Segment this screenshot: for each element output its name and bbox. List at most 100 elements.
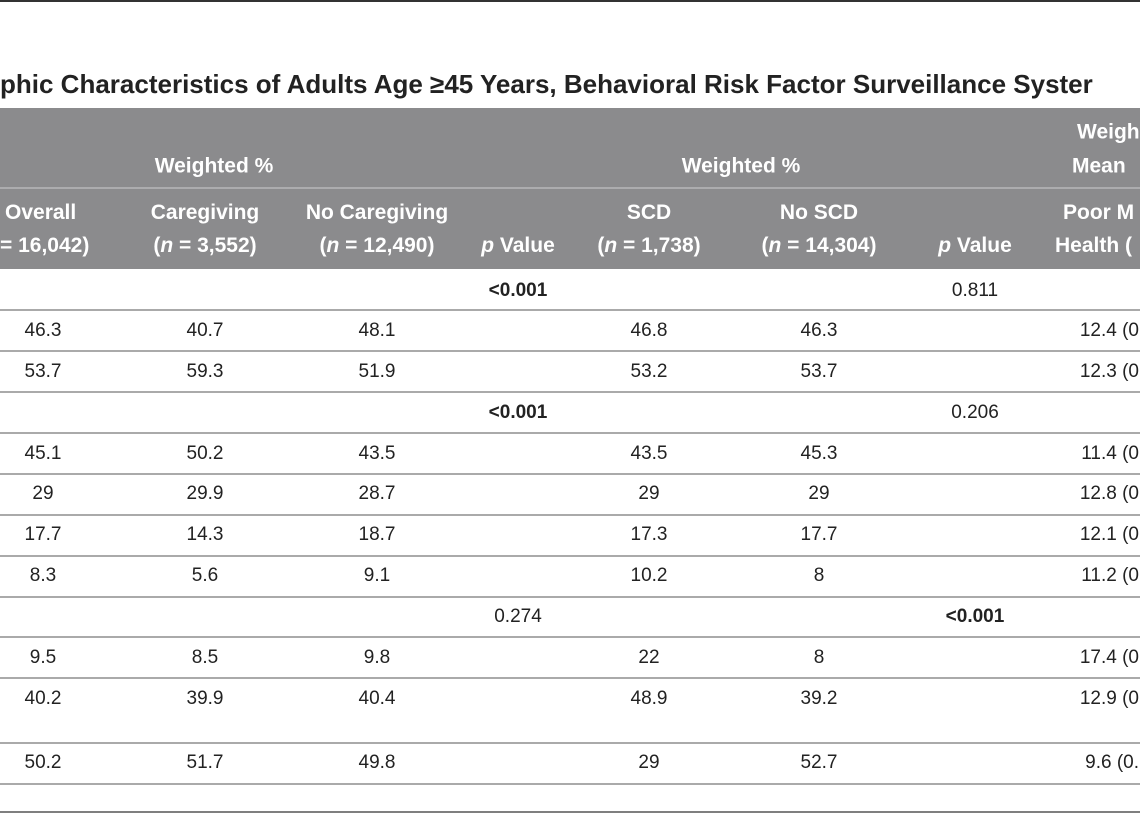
table-cell: 5.6 — [192, 565, 218, 586]
header-fragment: = 3,552) — [173, 234, 256, 257]
table-cell: 12.8 (0 — [1080, 483, 1139, 504]
table-cell: 0.811 — [952, 280, 998, 301]
table-cell: 52.7 — [801, 752, 838, 773]
table-cell: 0.274 — [494, 606, 542, 627]
table-cell: 45.3 — [801, 443, 838, 464]
table-cell: <0.001 — [489, 402, 548, 423]
table-cell: 51.7 — [187, 752, 224, 773]
table-cell: 40.4 — [359, 688, 396, 709]
table-cell: 17.4 (0 — [1080, 647, 1139, 668]
header-fragment: = 14,304) — [781, 234, 876, 257]
table-cell: 48.9 — [631, 688, 668, 709]
group-label: Weighted % — [682, 155, 801, 178]
table-cell: 18.7 — [359, 524, 396, 545]
column-header: = 16,042) — [0, 234, 89, 257]
column-header: SCD — [627, 201, 671, 224]
table-cell: 17.7 — [801, 524, 838, 545]
header-fragment: No SCD — [780, 201, 858, 224]
table-title: phic Characteristics of Adults Age ≥45 Y… — [0, 69, 1093, 99]
table-cell: 40.2 — [25, 688, 62, 709]
table-cell: 43.5 — [359, 443, 396, 464]
table-cell: 11.2 (0 — [1081, 565, 1139, 586]
table-cell: 46.8 — [631, 320, 668, 341]
table-cell: 9.6 (0. — [1085, 752, 1139, 773]
header-fragment: n — [327, 234, 340, 257]
table-cell: <0.001 — [489, 280, 548, 301]
table-cell: 8 — [814, 647, 825, 668]
table-cell: 53.2 — [631, 361, 668, 382]
table-cell: 29 — [638, 483, 659, 504]
column-header: p Value — [937, 234, 1012, 257]
table-cell: 29 — [638, 752, 659, 773]
table-cell: 39.9 — [187, 688, 224, 709]
header-fragment: Value — [494, 234, 555, 257]
table-cell: 14.3 — [187, 524, 224, 545]
header-fragment: SCD — [627, 201, 671, 224]
table-cell: 12.9 (0 — [1080, 688, 1139, 709]
column-header: (n = 3,552) — [153, 234, 256, 257]
table-cell: 8 — [814, 565, 825, 586]
table-cell: 12.1 (0 — [1080, 524, 1139, 545]
group-label: Weigh — [1077, 121, 1140, 144]
column-header: (n = 1,738) — [597, 234, 700, 257]
table-cell: 17.3 — [631, 524, 668, 545]
header-fragment: ( — [597, 234, 604, 257]
table-cell: 49.8 — [359, 752, 396, 773]
group-label: Mean — [1072, 155, 1126, 178]
table-cell: 9.1 — [364, 565, 390, 586]
table-cell: <0.001 — [946, 606, 1005, 627]
table-cell: 12.3 (0 — [1080, 361, 1139, 382]
table-cell: 53.7 — [25, 361, 62, 382]
header-fragment: n — [160, 234, 173, 257]
table-cell: 28.7 — [359, 483, 396, 504]
header-fragment: = 1,738) — [617, 234, 700, 257]
table-cell: 53.7 — [801, 361, 838, 382]
table-cell: 43.5 — [631, 443, 668, 464]
header-fragment: p — [937, 234, 951, 257]
header-fragment: p — [480, 234, 494, 257]
table-cell: 40.7 — [187, 320, 224, 341]
header-fragment: = 12,490) — [339, 234, 434, 257]
header-fragment: Overall — [5, 201, 76, 224]
table-cell: 51.9 — [359, 361, 396, 382]
table-cell: 17.7 — [25, 524, 62, 545]
header-fragment: n — [604, 234, 617, 257]
table-cell: 9.8 — [364, 647, 390, 668]
table-cell: 8.3 — [30, 565, 56, 586]
table-cell: 29 — [32, 483, 53, 504]
table-cell: 46.3 — [801, 320, 838, 341]
table-cell: 50.2 — [25, 752, 62, 773]
table-cell: 59.3 — [187, 361, 224, 382]
table-cell: 8.5 — [192, 647, 218, 668]
column-header: p Value — [480, 234, 555, 257]
table-cell: 50.2 — [187, 443, 224, 464]
column-header: (n = 12,490) — [320, 234, 435, 257]
header-fragment: = 16,042) — [0, 234, 89, 257]
group-label: Weighted % — [155, 155, 274, 178]
header-fragment: No Caregiving — [306, 201, 448, 224]
column-header: Poor M — [1063, 201, 1134, 224]
table-cell: 39.2 — [801, 688, 838, 709]
table-cell: 46.3 — [25, 320, 62, 341]
column-header: Overall — [5, 201, 76, 224]
column-header: Health ( — [1055, 234, 1132, 257]
header-fragment: Value — [951, 234, 1012, 257]
table-cell: 11.4 (0 — [1081, 443, 1139, 464]
column-header: Caregiving — [151, 201, 260, 224]
table-cell: 12.4 (0 — [1080, 320, 1139, 341]
column-header: No SCD — [780, 201, 858, 224]
header-fragment: ( — [762, 234, 769, 257]
header-fragment: ( — [153, 234, 160, 257]
table-cell: 9.5 — [30, 647, 56, 668]
table-cell: 45.1 — [25, 443, 62, 464]
header-fragment: n — [769, 234, 782, 257]
table-cell: 29.9 — [187, 483, 224, 504]
table-cell: 10.2 — [631, 565, 668, 586]
header-fragment: Caregiving — [151, 201, 260, 224]
column-header: (n = 14,304) — [762, 234, 877, 257]
header-fragment: ( — [320, 234, 327, 257]
table-cell: 29 — [808, 483, 829, 504]
header-fragment: Health ( — [1055, 234, 1132, 257]
table-cell: 22 — [638, 647, 659, 668]
